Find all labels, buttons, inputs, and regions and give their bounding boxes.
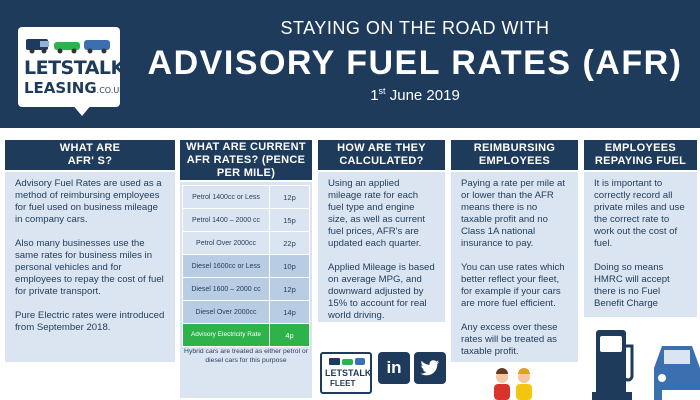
calculated-heading: HOW ARE THEY CALCULATED? [318, 140, 445, 170]
rate-value: 12p [269, 277, 310, 301]
table-row: Advisory Electricity Rate 4p [182, 323, 310, 347]
rate-value: 15p [269, 208, 310, 232]
table-row: Petrol 1400 – 2000 cc 15p [182, 208, 310, 232]
rate-value: 22p [269, 231, 310, 255]
repaying-body: It is important to correctly record all … [584, 172, 697, 317]
page-title: ADVISORY FUEL RATES (AFR) [147, 44, 683, 82]
header-banner: LETSTALK LEASING.CO.UK STAYING ON THE RO… [0, 0, 700, 128]
calculated-p2: Applied Mileage is based on average MPG,… [328, 262, 435, 321]
rate-name: Diesel 1600 – 2000 cc [182, 277, 270, 301]
table-row: Diesel 1600 – 2000 cc 12p [182, 277, 310, 301]
repaying-heading: EMPLOYEES REPAYING FUEL [584, 140, 697, 170]
people-icon [494, 368, 532, 400]
rate-name: Petrol 1400 – 2000 cc [182, 208, 270, 232]
twitter-icon[interactable] [414, 352, 446, 384]
repaying-p1: It is important to correctly record all … [594, 178, 685, 249]
rate-value: 14p [269, 300, 310, 324]
header-date: 1st June 2019 [370, 86, 460, 104]
hybrid-note: Hybrid cars are treated as either petrol… [184, 348, 308, 364]
table-row: Diesel 1600cc or Less 10p [182, 254, 310, 278]
rate-value: 4p [269, 323, 310, 347]
letstalk-fleet-logo[interactable]: LETSTALK FLEET [320, 352, 372, 394]
linkedin-icon[interactable]: in [378, 352, 410, 384]
current-rates-heading: WHAT ARE CURRENT AFR RATES? (PENCE PER M… [180, 140, 312, 180]
what-are-afr-heading: WHAT ARE AFR' S? [5, 140, 175, 170]
logo-text-letstalk: LETSTALK [24, 57, 125, 79]
logo-text-leasing: LEASING.CO.UK [24, 79, 125, 97]
rate-value: 10p [269, 254, 310, 278]
fleet-logo-line1: LETSTALK [325, 368, 372, 378]
fleet-vans-icon [329, 358, 365, 365]
afr-rates-table: Petrol 1400cc or Less 12p Petrol 1400 – 2… [182, 185, 310, 347]
reimbursing-p3: Any excess over these rates will be trea… [461, 322, 558, 357]
calculated-body: Using an applied mileage rate for each f… [318, 172, 445, 322]
reimbursing-p2: You can use rates which better reflect y… [461, 262, 565, 309]
vans-icon [26, 39, 110, 54]
what-are-p1: Advisory Fuel Rates are used as a method… [15, 178, 162, 225]
fuel-pump-icon [592, 330, 634, 400]
rate-name: Advisory Electricity Rate [182, 323, 270, 347]
logo-speech-tail [72, 104, 92, 116]
fleet-logo-line2: FLEET [330, 379, 356, 388]
table-row: Diesel Over 2000cc 14p [182, 300, 310, 324]
reimbursing-heading: REIMBURSING EMPLOYEES [451, 140, 578, 170]
rate-name: Diesel Over 2000cc [182, 300, 270, 324]
rate-value: 12p [269, 185, 310, 209]
table-row: Petrol 1400cc or Less 12p [182, 185, 310, 209]
letstalk-leasing-logo[interactable]: LETSTALK LEASING.CO.UK [18, 27, 125, 107]
what-are-p2: Also many businesses use the same rates … [15, 238, 164, 297]
what-are-afr-body: Advisory Fuel Rates are used as a method… [5, 172, 175, 362]
repaying-p2: Doing so means HMRC will accept there is… [594, 262, 670, 309]
rate-name: Diesel 1600cc or Less [182, 254, 270, 278]
rate-name: Petrol Over 2000cc [182, 231, 270, 255]
table-row: Petrol Over 2000cc 22p [182, 231, 310, 255]
calculated-p1: Using an applied mileage rate for each f… [328, 178, 426, 249]
car-icon [654, 346, 700, 400]
rate-name: Petrol 1400cc or Less [182, 185, 270, 209]
reimbursing-p1: Paying a rate per mile at or lower than … [461, 178, 565, 249]
reimbursing-body: Paying a rate per mile at or lower than … [451, 172, 578, 362]
what-are-p3: Pure Electric rates were introduced from… [15, 310, 165, 333]
header-subtitle: STAYING ON THE ROAD WITH [280, 18, 550, 38]
